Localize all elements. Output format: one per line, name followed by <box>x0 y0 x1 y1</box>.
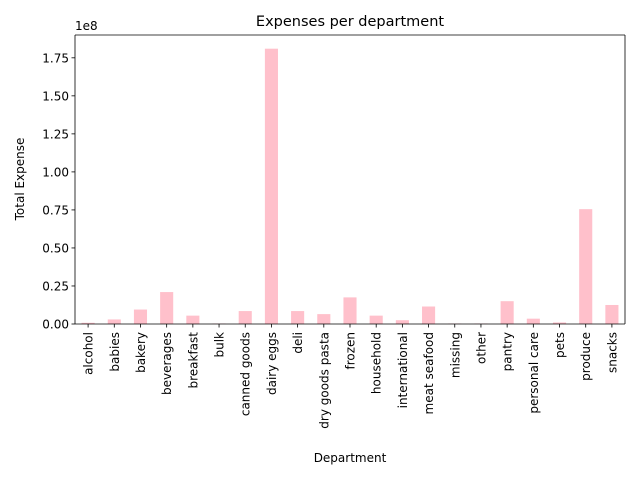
y-tick-label: 0.50 <box>42 241 69 255</box>
x-tick-label: breakfast <box>186 332 200 389</box>
x-tick-label: meat seafood <box>422 332 436 414</box>
x-tick-label: international <box>396 332 410 408</box>
x-tick-label: pets <box>553 332 567 358</box>
plot-frame <box>74 34 626 325</box>
bar-meat-seafood <box>422 306 436 324</box>
y-tick-label: 0.00 <box>42 318 69 332</box>
x-tick-label: pantry <box>501 332 515 371</box>
bar-dry-goods-pasta <box>317 314 331 324</box>
y-tick-label: 1.25 <box>42 127 69 141</box>
chart-title: Expenses per department <box>256 14 444 30</box>
x-tick-label: household <box>370 332 384 394</box>
x-tick-label: beverages <box>160 332 174 395</box>
bar-dairy-eggs <box>264 48 278 324</box>
x-tick-label: missing <box>448 332 462 378</box>
bar-frozen <box>343 297 357 324</box>
bar-produce <box>579 209 593 324</box>
x-tick-label: deli <box>291 332 305 354</box>
x-tick-label: alcohol <box>82 332 96 375</box>
bar-personal-care <box>526 318 540 324</box>
y-scale-label: 1e8 <box>75 19 98 33</box>
bars-group <box>81 48 619 324</box>
y-tick-label: 0.75 <box>42 203 69 217</box>
x-tick-label: frozen <box>344 332 358 370</box>
x-tick-label: other <box>474 332 488 364</box>
x-tick-label: produce <box>579 332 593 381</box>
x-axis-label: Department <box>314 451 387 465</box>
x-tick-label: dry goods pasta <box>317 332 331 429</box>
y-axis: 0.00 0.25 0.50 0.75 1.00 1.25 1.50 1.75 <box>42 51 75 332</box>
y-axis-label: Total Expense <box>13 138 27 222</box>
x-tick-label: canned goods <box>239 332 253 416</box>
bar-breakfast <box>186 315 200 324</box>
bar-alcohol <box>81 322 95 324</box>
x-tick-label: bakery <box>134 332 148 373</box>
x-tick-label: babies <box>108 332 122 372</box>
bar-canned-goods <box>238 311 252 324</box>
y-tick-label: 0.25 <box>42 279 69 293</box>
x-tick-label: dairy eggs <box>265 332 279 395</box>
bar-pantry <box>500 301 514 324</box>
x-tick-label: snacks <box>605 332 619 373</box>
bar-snacks <box>605 304 619 324</box>
x-axis: alcohol babies bakery beverages breakfast bul… <box>82 324 619 429</box>
x-tick-label: bulk <box>213 332 227 358</box>
bar-babies <box>107 319 121 324</box>
bar-household <box>369 315 383 324</box>
bar-bakery <box>133 309 148 324</box>
y-tick-label: 1.75 <box>42 51 69 65</box>
bar-deli <box>291 311 305 324</box>
bar-international <box>395 320 409 324</box>
y-tick-label: 1.50 <box>42 89 69 103</box>
bar-beverages <box>160 292 174 324</box>
bar-pets <box>552 322 567 324</box>
y-tick-label: 1.00 <box>42 165 69 179</box>
x-tick-label: personal care <box>527 332 541 414</box>
